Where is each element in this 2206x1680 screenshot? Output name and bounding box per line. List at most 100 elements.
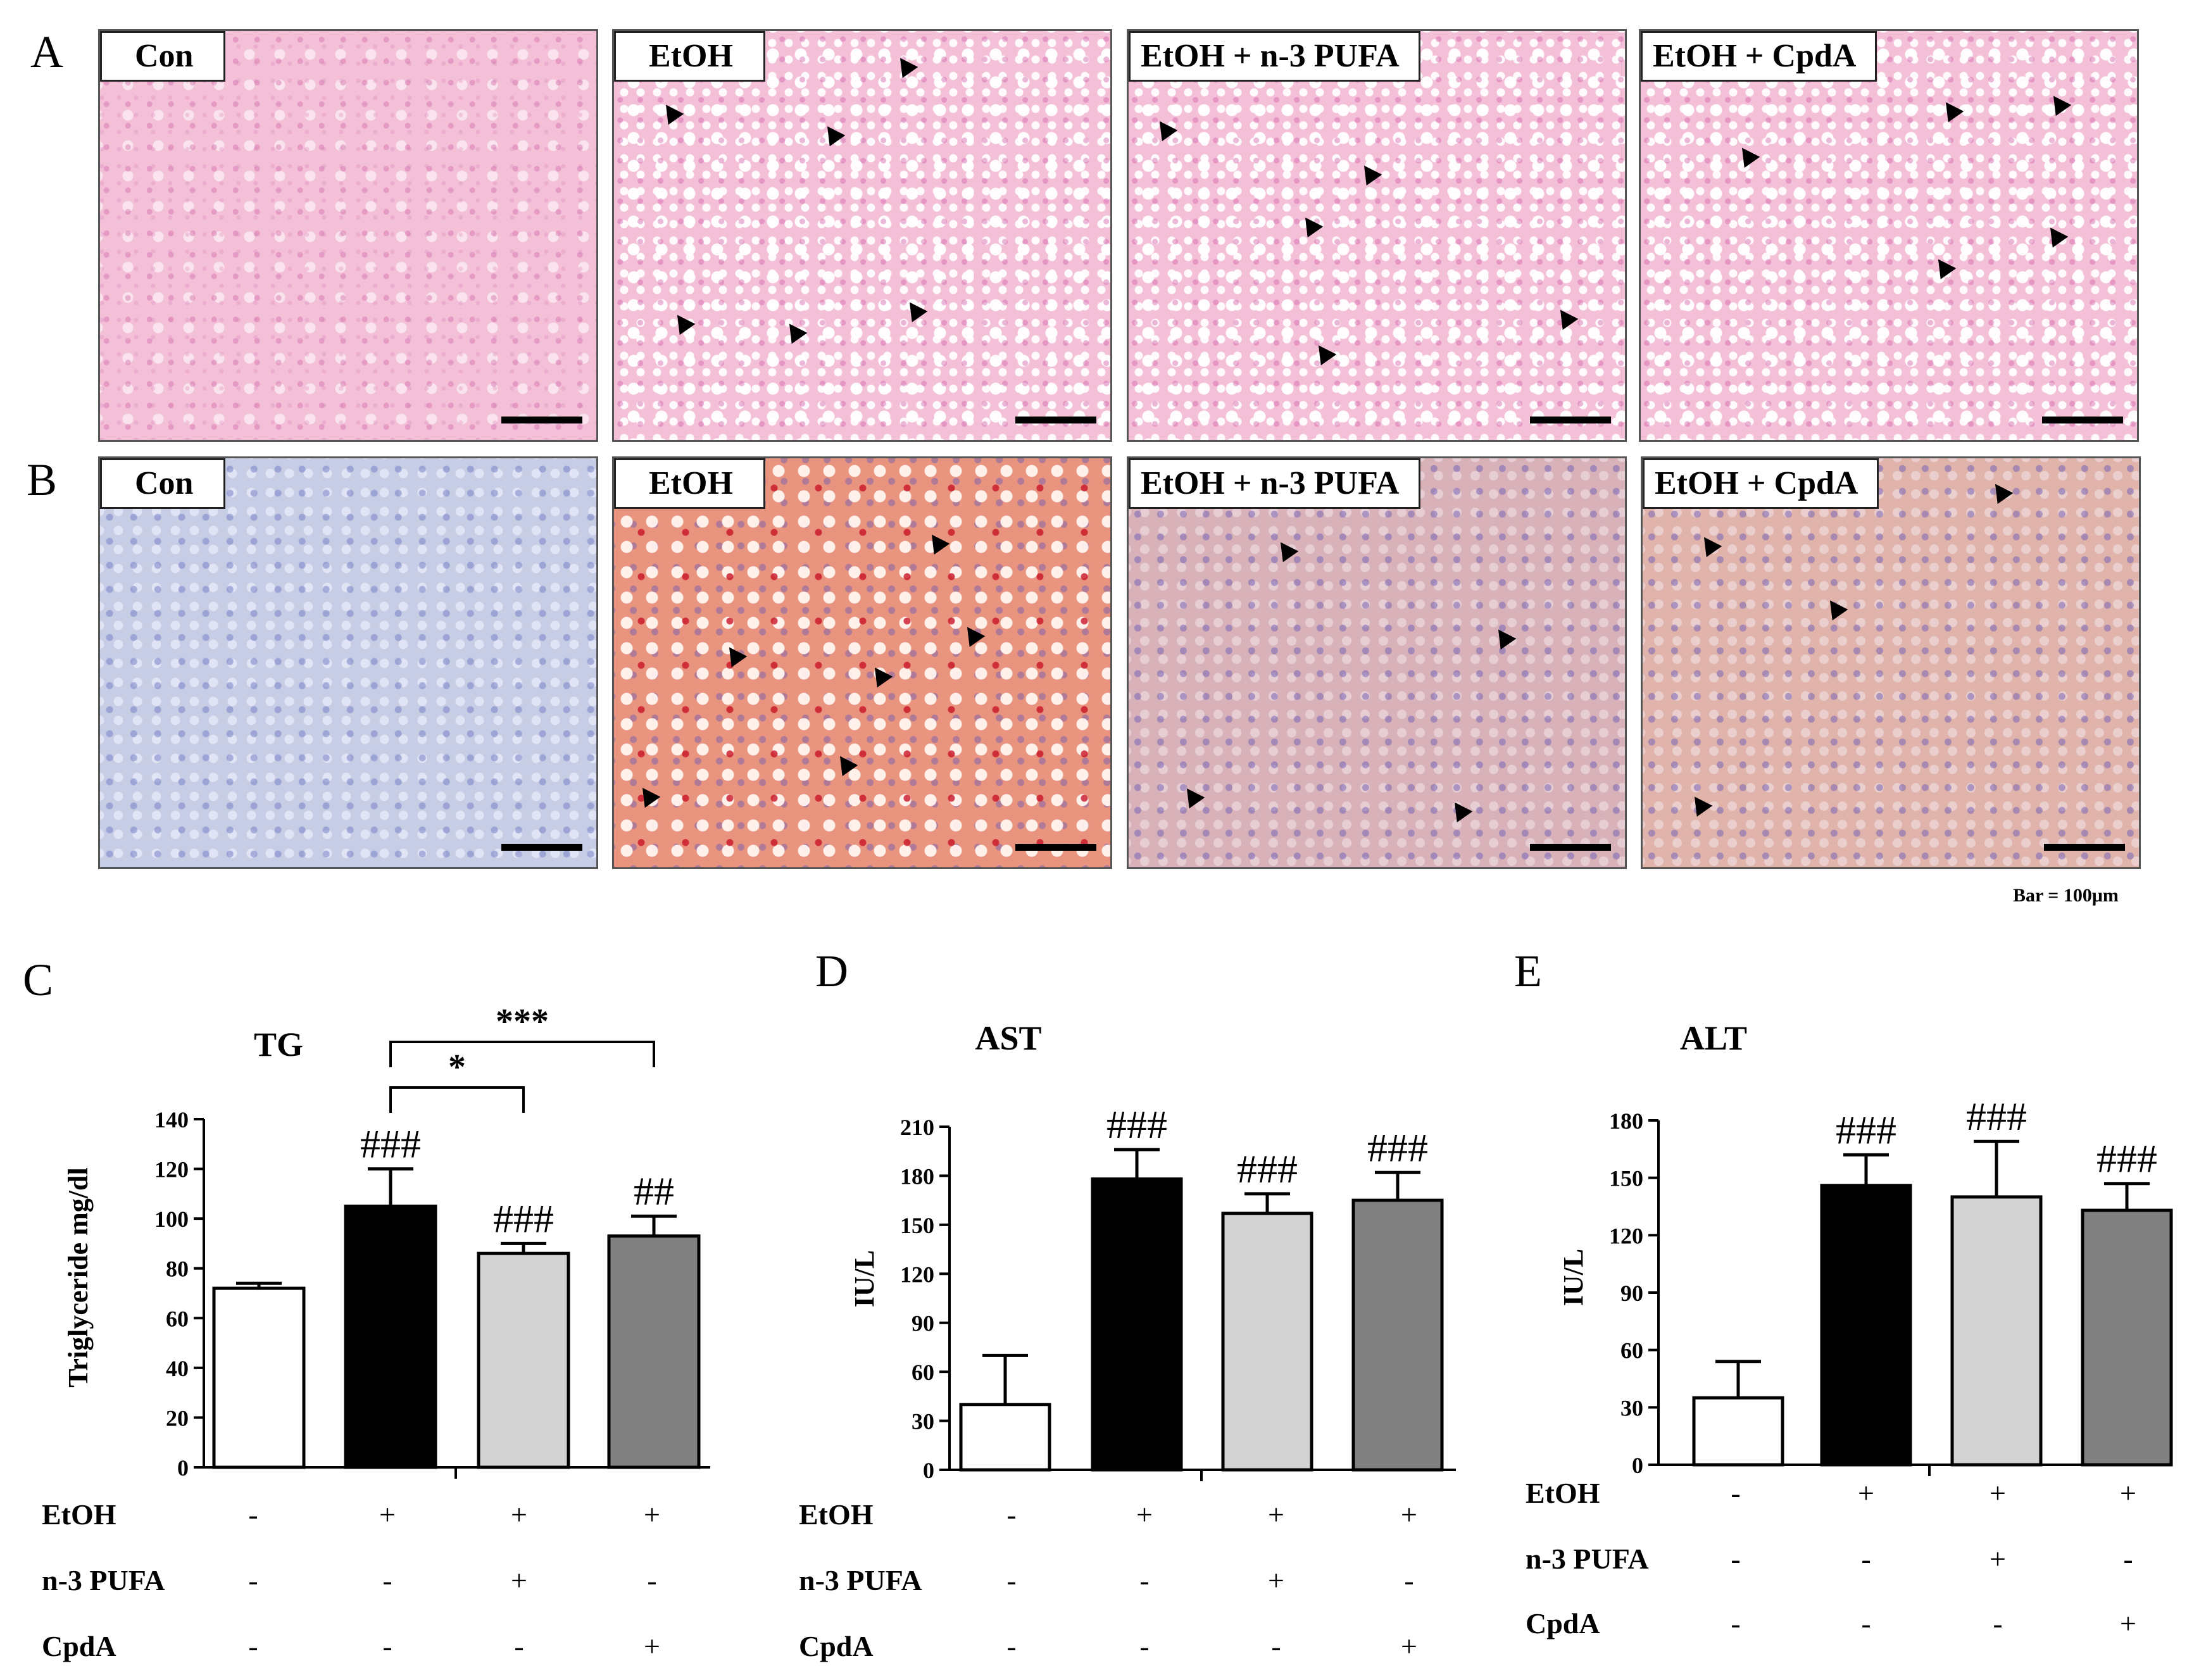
treatment-sign: - <box>1006 1630 1016 1662</box>
treatment-sign: - <box>248 1564 258 1596</box>
treatment-sign: - <box>1404 1564 1413 1596</box>
treatment-sign: - <box>1861 1607 1871 1639</box>
micrograph-label: EtOH + CpdA <box>1641 31 1877 82</box>
scale-bar <box>1530 417 1611 423</box>
scale-bar <box>501 417 582 423</box>
oro-micrograph-etoh-pufa: EtOH + n-3 PUFA <box>1127 456 1627 869</box>
y-axis-label: IU/L <box>849 1250 880 1307</box>
he-micrograph-con: Con <box>98 29 598 442</box>
significance-label: ### <box>1106 1102 1167 1147</box>
treatment-row-label: EtOH <box>42 1498 116 1531</box>
bar <box>2081 1208 2173 1467</box>
micrograph-label: EtOH + n-3 PUFA <box>1129 458 1420 509</box>
bar <box>1091 1177 1183 1472</box>
treatment-sign: - <box>514 1630 523 1662</box>
y-tick-label: 0 <box>923 1458 934 1483</box>
treatment-sign: - <box>248 1630 258 1662</box>
treatment-sign: + <box>1401 1630 1417 1662</box>
scale-bar <box>1530 844 1611 851</box>
comparison-bracket <box>389 1041 655 1067</box>
chart-title: AST <box>975 1019 1041 1057</box>
comparison-bracket <box>389 1086 525 1113</box>
y-tick-label: 120 <box>900 1262 934 1287</box>
treatment-row-label: n-3 PUFA <box>799 1564 922 1596</box>
y-axis-label: Triglyceride mg/dl <box>63 1167 94 1387</box>
he-stain-image <box>1641 31 2137 440</box>
y-tick-label: 140 <box>154 1107 189 1132</box>
y-tick-label: 20 <box>166 1405 189 1431</box>
y-tick-label: 30 <box>1620 1395 1643 1420</box>
treatment-sign: + <box>1136 1498 1153 1531</box>
oil-red-o-image <box>1129 458 1625 867</box>
treatment-row-label: CpdA <box>1526 1607 1600 1639</box>
scale-bar <box>2042 417 2123 423</box>
y-tick-label: 120 <box>1609 1223 1643 1248</box>
bar <box>1820 1184 1912 1467</box>
treatment-sign: + <box>511 1498 527 1531</box>
bar <box>1692 1396 1784 1467</box>
chart-title: ALT <box>1680 1019 1747 1057</box>
he-micrograph-etoh-cpda: EtOH + CpdA <box>1639 29 2139 442</box>
he-micrograph-etoh-pufa: EtOH + n-3 PUFA <box>1127 29 1627 442</box>
panel-letter-a: A <box>30 27 63 77</box>
panel-letter-e: E <box>1514 946 1542 996</box>
treatment-row-label: n-3 PUFA <box>42 1564 165 1596</box>
y-tick-label: 80 <box>166 1257 189 1282</box>
scale-bar-note: Bar = 100μm <box>2013 885 2119 906</box>
treatment-sign: + <box>644 1498 660 1531</box>
bar <box>212 1286 306 1469</box>
y-tick-label: 210 <box>900 1115 934 1140</box>
bar <box>1950 1195 2043 1467</box>
y-tick-label: 180 <box>900 1163 934 1189</box>
treatment-sign: + <box>2120 1477 2136 1509</box>
y-tick-label: 30 <box>912 1409 934 1434</box>
significance-label: ## <box>634 1169 674 1213</box>
treatment-sign: + <box>1401 1498 1417 1531</box>
treatment-sign: + <box>644 1630 660 1662</box>
y-tick-label: 150 <box>1609 1166 1643 1191</box>
treatment-row-label: EtOH <box>1526 1477 1600 1509</box>
y-axis-label: IU/L <box>1558 1249 1589 1306</box>
scale-bar <box>501 844 582 851</box>
treatment-sign: - <box>1993 1607 2002 1639</box>
treatment-sign: - <box>1731 1607 1740 1639</box>
treatment-row-label: EtOH <box>799 1498 874 1531</box>
oro-micrograph-etoh-cpda: EtOH + CpdA <box>1641 456 2141 869</box>
oil-red-o-image <box>1643 458 2139 867</box>
micrograph-label: Con <box>100 458 226 509</box>
micrograph-label: EtOH <box>614 458 765 509</box>
bar <box>607 1234 701 1469</box>
chart-title: TG <box>254 1025 303 1063</box>
significance-label: ### <box>2096 1136 2157 1181</box>
treatment-sign: - <box>1271 1630 1281 1662</box>
treatment-row-label: CpdA <box>42 1630 116 1662</box>
bar <box>959 1403 1051 1472</box>
y-tick-label: 40 <box>166 1356 189 1381</box>
comparison-significance: * <box>448 1048 466 1087</box>
treatment-sign: + <box>1990 1543 2006 1575</box>
y-tick-label: 120 <box>154 1157 189 1182</box>
he-micrograph-etoh: EtOH <box>612 29 1112 442</box>
micrograph-label: Con <box>100 31 226 82</box>
significance-label: ### <box>360 1122 421 1167</box>
y-tick-label: 60 <box>912 1360 934 1385</box>
treatment-sign: - <box>1861 1543 1871 1575</box>
y-tick-label: 0 <box>1632 1453 1643 1478</box>
oro-micrograph-etoh: EtOH <box>612 456 1112 869</box>
y-tick-label: 90 <box>1620 1281 1643 1306</box>
y-tick-label: 100 <box>154 1207 189 1232</box>
significance-label: ### <box>1836 1107 1896 1152</box>
treatment-row-label: n-3 PUFA <box>1526 1543 1649 1575</box>
significance-label: ### <box>1237 1146 1298 1191</box>
scale-bar <box>1015 417 1096 423</box>
treatment-sign: - <box>1006 1564 1016 1596</box>
treatment-sign: + <box>379 1498 396 1531</box>
treatment-sign: - <box>2123 1543 2133 1575</box>
scale-bar <box>2044 844 2125 851</box>
he-stain-image <box>1129 31 1625 440</box>
y-tick-label: 60 <box>1620 1338 1643 1363</box>
oil-red-o-image <box>614 458 1110 867</box>
treatment-sign: - <box>248 1498 258 1531</box>
y-tick-label: 90 <box>912 1311 934 1336</box>
